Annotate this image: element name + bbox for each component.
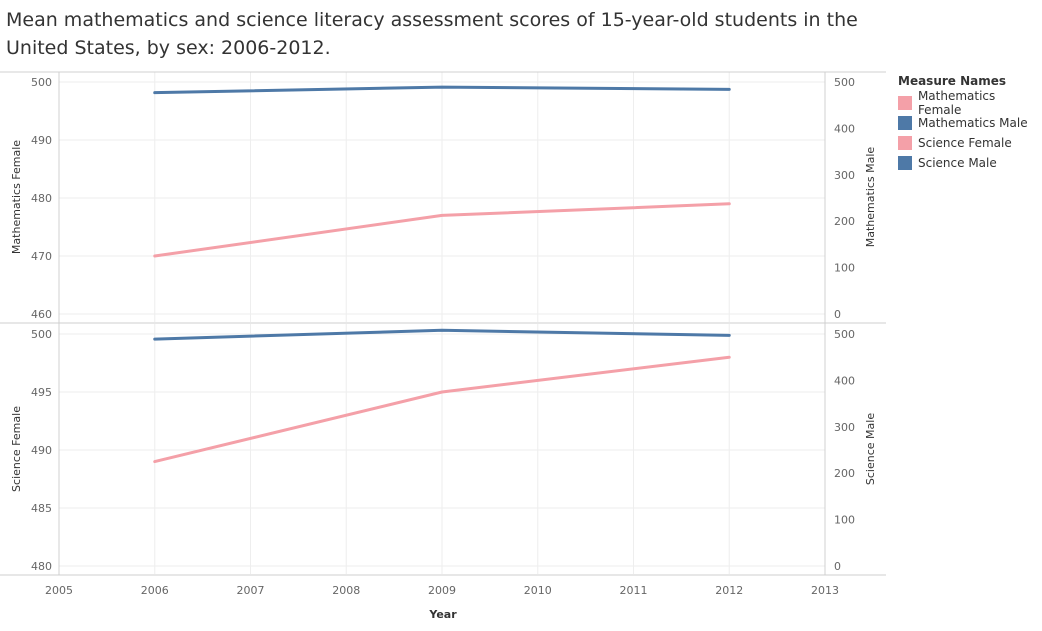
right-tick-label: 300 [834, 421, 855, 434]
right-tick-label: 100 [834, 514, 855, 527]
left-tick-label: 490 [31, 134, 52, 147]
right-tick-label: 200 [834, 215, 855, 228]
left-tick-label: 500 [31, 328, 52, 341]
x-tick-label: 2007 [237, 584, 265, 597]
right-tick-label: 400 [834, 122, 855, 135]
right-tick-label: 500 [834, 328, 855, 341]
x-tick-label: 2009 [428, 584, 456, 597]
x-tick-label: 2011 [620, 584, 648, 597]
legend: Measure Names Mathematics Female Mathema… [898, 74, 1042, 173]
right-tick-label: 100 [834, 262, 855, 275]
series-line-mathematics-female [153, 202, 731, 258]
legend-swatch [898, 136, 912, 150]
legend-title: Measure Names [898, 74, 1007, 88]
left-tick-label: 495 [31, 386, 52, 399]
x-tick-label: 2006 [141, 584, 169, 597]
left-tick-label: 490 [31, 444, 52, 457]
series-line-mathematics-male [153, 85, 731, 95]
legend-item-math-male[interactable]: Mathematics Male [898, 113, 1042, 133]
series-line-science-female [153, 355, 731, 464]
legend-item-science-male[interactable]: Science Male [898, 153, 1042, 173]
right-axis-title: Mathematics Male [864, 147, 877, 248]
right-tick-label: 400 [834, 374, 855, 387]
right-tick-label: 0 [834, 308, 841, 321]
series-line-science-male [153, 328, 731, 341]
legend-item-science-female[interactable]: Science Female [898, 133, 1042, 153]
x-tick-label: 2013 [811, 584, 839, 597]
legend-label: Mathematics Female [917, 89, 996, 117]
right-tick-label: 500 [834, 76, 855, 89]
legend-label: Mathematics Male [918, 116, 1028, 130]
right-tick-label: 0 [834, 560, 841, 573]
legend-label: Science Male [918, 156, 997, 170]
left-tick-label: 485 [31, 502, 52, 515]
x-tick-label: 2012 [715, 584, 743, 597]
x-tick-label: 2008 [332, 584, 360, 597]
x-tick-label: 2005 [45, 584, 73, 597]
legend-swatch [898, 156, 912, 170]
x-tick-label: 2010 [524, 584, 552, 597]
left-tick-label: 480 [31, 560, 52, 573]
right-tick-label: 300 [834, 169, 855, 182]
legend-swatch [898, 96, 912, 110]
right-axis-title: Science Male [864, 413, 877, 485]
right-tick-label: 200 [834, 467, 855, 480]
left-tick-label: 500 [31, 76, 52, 89]
x-axis-title: Year [428, 608, 457, 621]
legend-item-math-female[interactable]: Mathematics Female [898, 89, 1042, 117]
left-tick-label: 460 [31, 308, 52, 321]
left-axis-title: Mathematics Female [10, 140, 23, 254]
chart-title: Mean mathematics and science literacy as… [6, 9, 858, 59]
left-axis-title: Science Female [10, 406, 23, 492]
left-tick-label: 470 [31, 250, 52, 263]
legend-label: Science Female [918, 136, 1012, 150]
legend-swatch [898, 116, 912, 130]
left-tick-label: 480 [31, 192, 52, 205]
